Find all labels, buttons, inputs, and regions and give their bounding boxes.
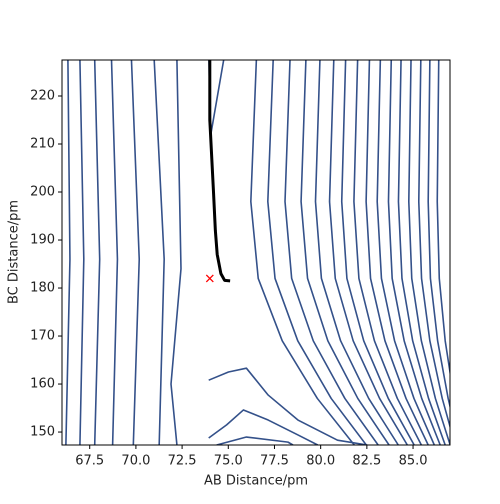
contour-line [208,409,319,445]
y-tick-label: 190 [30,233,55,248]
y-tick-label: 170 [30,329,55,344]
contour-line [417,60,450,430]
axes-frame [61,59,451,446]
contour-line [110,60,119,445]
x-tick-label: 77.5 [260,454,289,469]
x-tick-label: 80.0 [306,454,335,469]
x-tick-label: 82.5 [352,454,381,469]
trajectory [208,60,231,283]
y-tick-label: 220 [30,89,55,104]
y-tick-label: 160 [30,377,55,392]
contour-line [340,60,415,445]
contour-line [284,60,379,445]
x-tick-label: 85.0 [399,454,428,469]
contour-line [300,60,390,445]
x-tick-label: 67.5 [75,454,104,469]
contour-line [376,60,436,445]
contour-line [130,60,141,445]
contour-line [93,60,101,445]
y-tick-label: 200 [30,185,55,200]
contour-line [314,60,399,445]
contour-line [208,367,368,445]
contour-line [65,60,71,445]
contour-line [353,60,423,445]
contour-line [397,60,446,445]
contour-line [216,436,294,445]
contour-line [328,60,409,445]
y-tick-label: 150 [30,425,55,440]
start-marker [205,274,214,283]
contour-line [436,60,450,378]
y-tick-label: 210 [30,137,55,152]
contour-line [250,60,355,445]
y-axis-label: BC Distance/pm [7,200,22,304]
x-tick-label: 75.0 [214,454,243,469]
contour-line [387,60,441,445]
contour-line [153,60,165,445]
contour-line [365,60,429,445]
contour-line [408,60,450,445]
x-tick-label: 72.5 [168,454,197,469]
contour-line [170,60,182,445]
x-tick-label: 70.0 [121,454,150,469]
contour-line [79,60,85,445]
contour-line [267,60,367,445]
x-axis-label: AB Distance/pm [204,474,308,489]
y-tick-label: 180 [30,281,55,296]
